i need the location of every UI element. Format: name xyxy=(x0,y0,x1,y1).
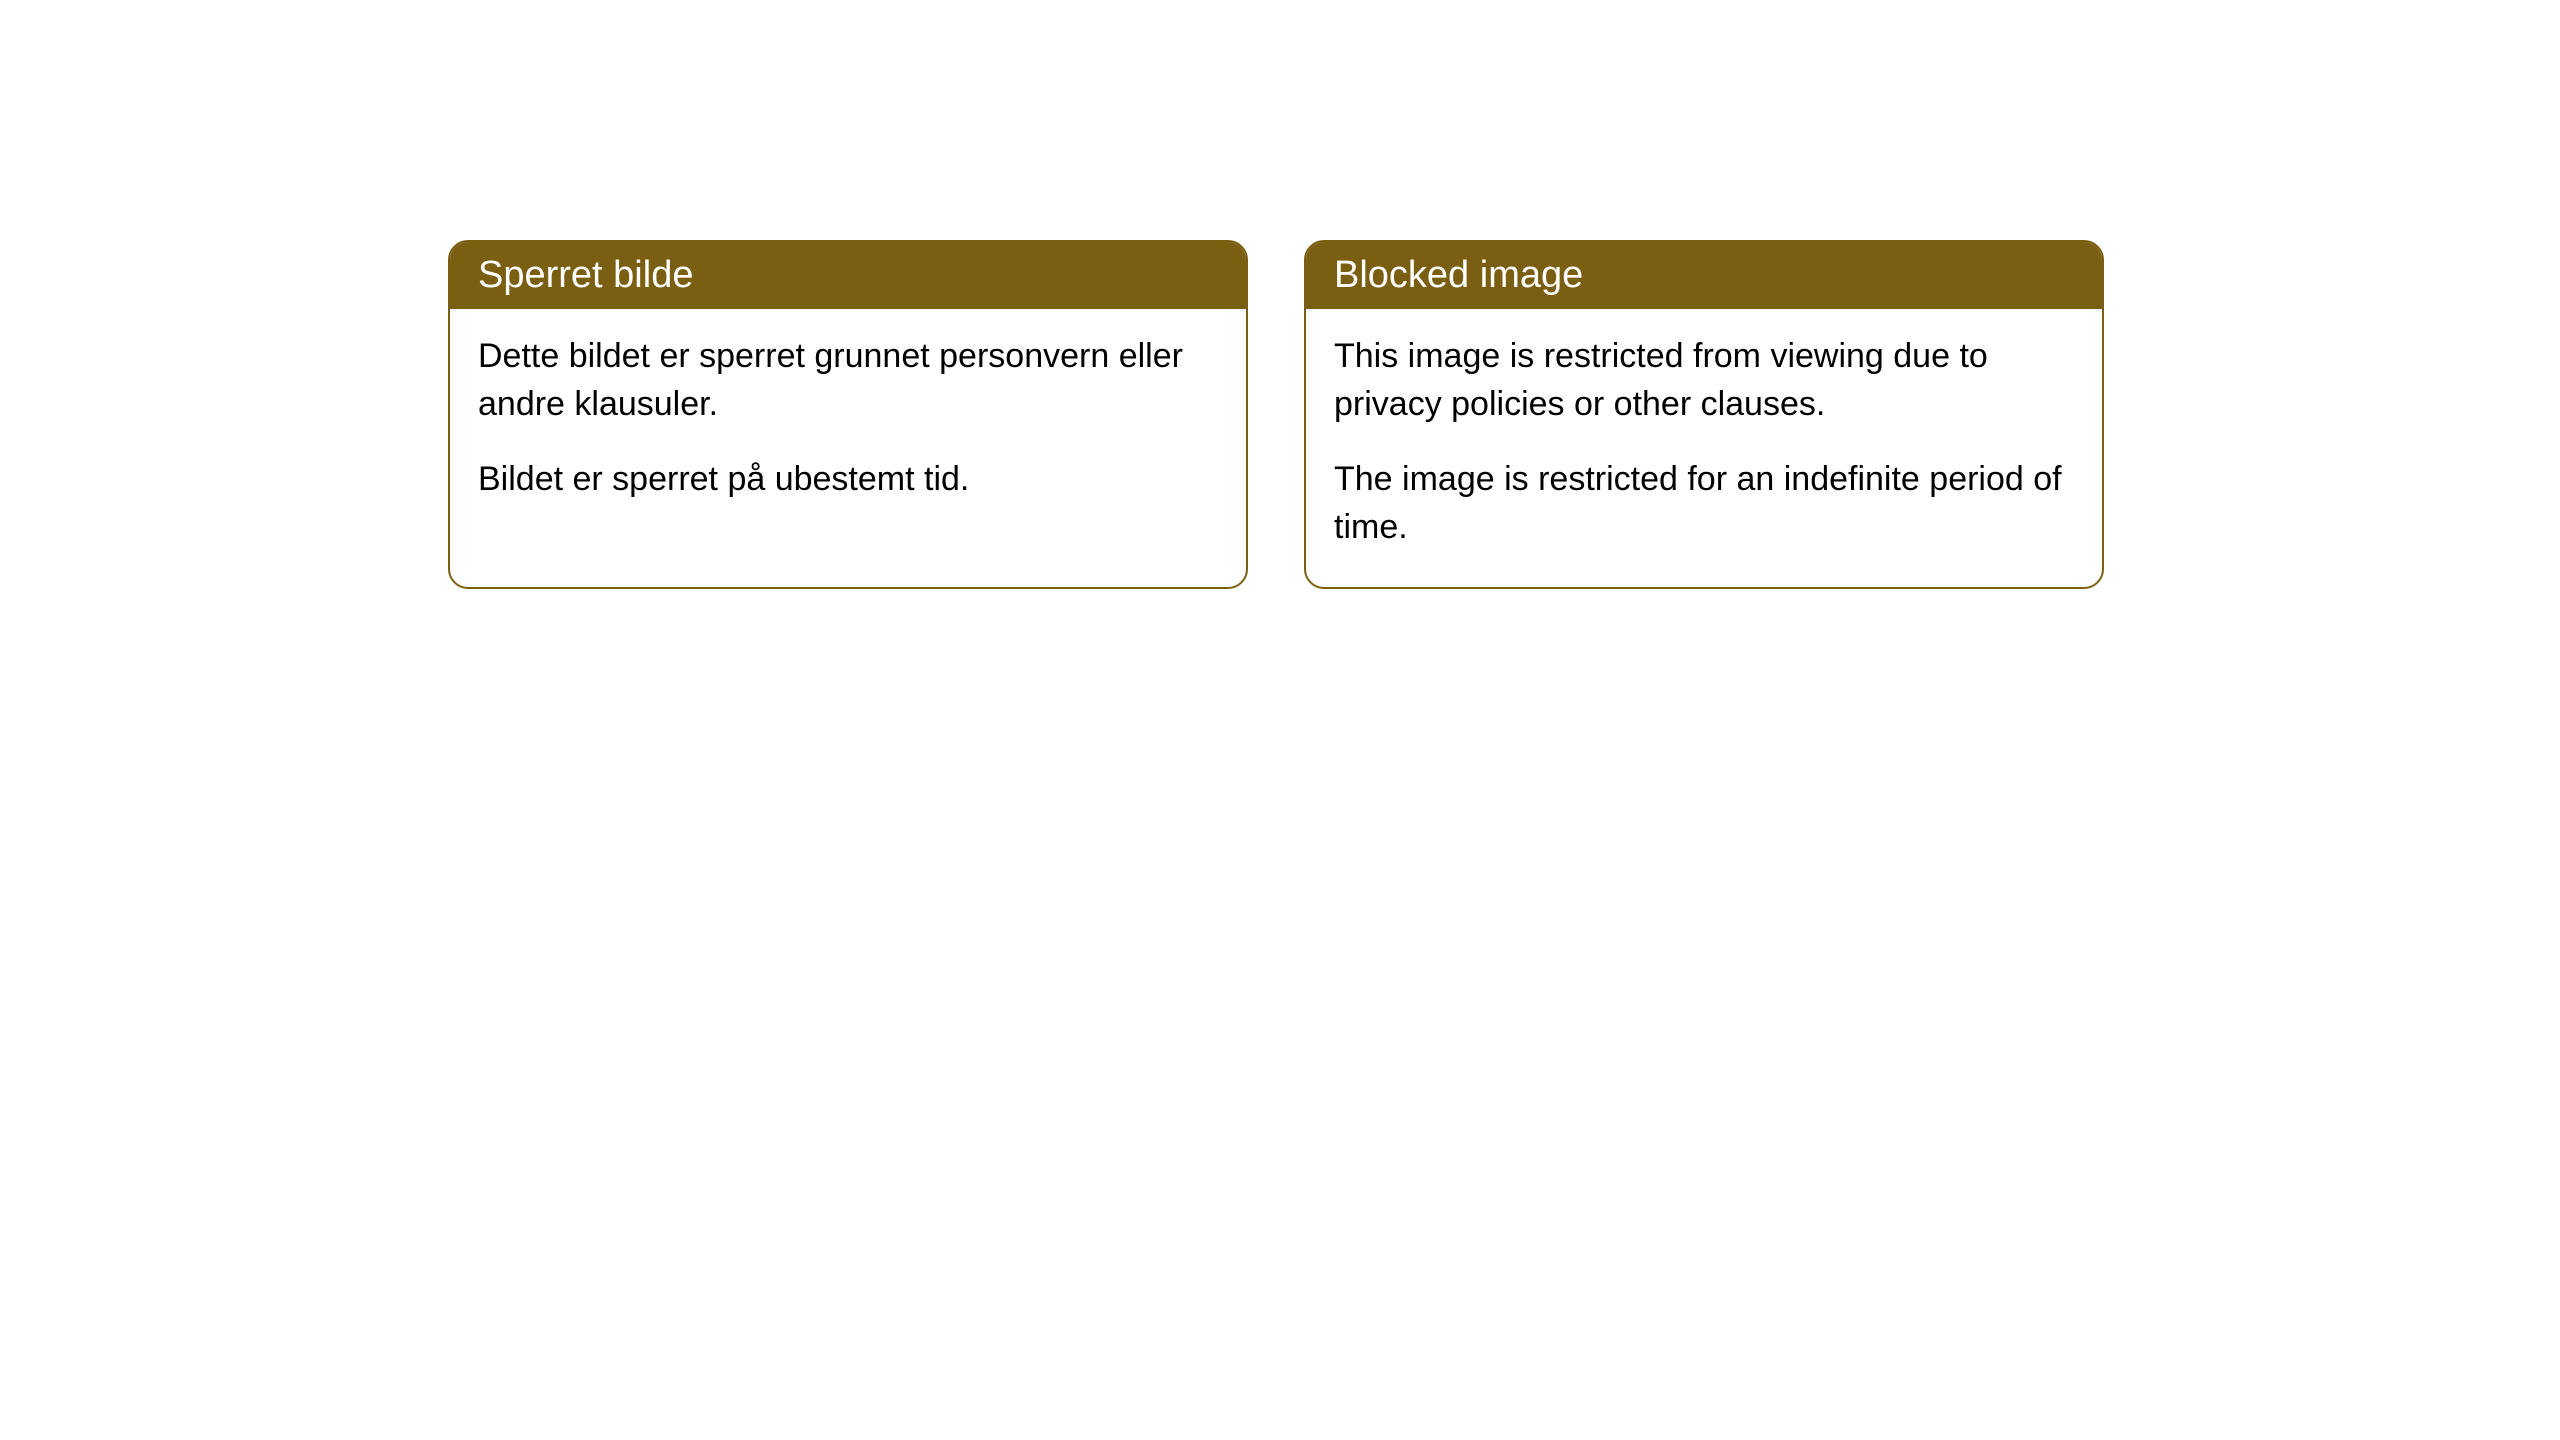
card-english: Blocked image This image is restricted f… xyxy=(1304,240,2104,589)
card-title-english: Blocked image xyxy=(1334,254,1583,296)
cards-container: Sperret bilde Dette bildet er sperret gr… xyxy=(448,240,2560,589)
card-norwegian: Sperret bilde Dette bildet er sperret gr… xyxy=(448,240,1248,589)
card-body-english: This image is restricted from viewing du… xyxy=(1306,309,2102,587)
card-header-english: Blocked image xyxy=(1306,242,2102,309)
card-paragraph-norwegian-2: Bildet er sperret på ubestemt tid. xyxy=(478,456,1218,504)
card-title-norwegian: Sperret bilde xyxy=(478,254,693,296)
card-body-norwegian: Dette bildet er sperret grunnet personve… xyxy=(450,309,1246,540)
card-paragraph-english-2: The image is restricted for an indefinit… xyxy=(1334,456,2074,551)
card-paragraph-norwegian-1: Dette bildet er sperret grunnet personve… xyxy=(478,333,1218,428)
card-paragraph-english-1: This image is restricted from viewing du… xyxy=(1334,333,2074,428)
card-header-norwegian: Sperret bilde xyxy=(450,242,1246,309)
